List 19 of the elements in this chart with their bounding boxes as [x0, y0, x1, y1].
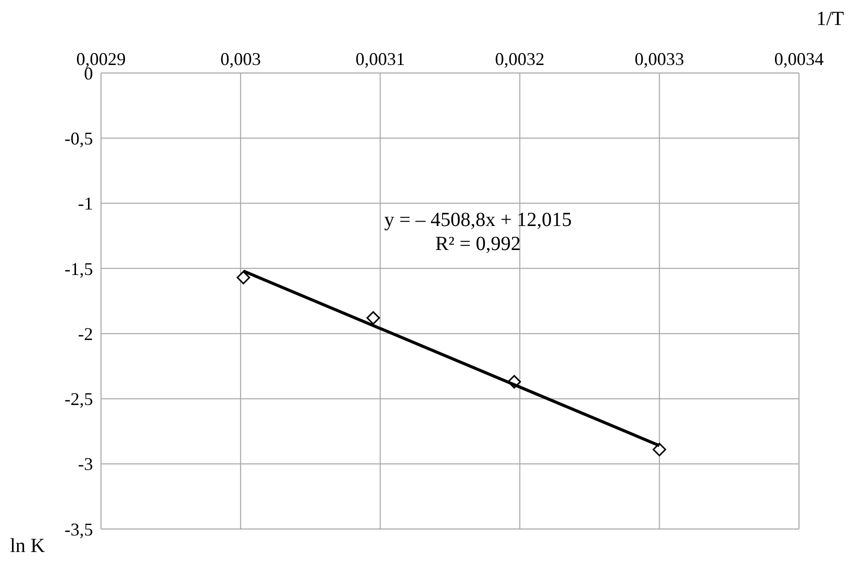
y-tick-label: -2 [78, 324, 93, 344]
x-tick-label: 0,0033 [634, 49, 684, 69]
x-tick-label: 0,003 [220, 49, 261, 69]
y-tick-label: -1 [78, 194, 93, 214]
annotation: y = – 4508,8x + 12,015 [383, 208, 573, 232]
annotation: R² = 0,992 [434, 232, 522, 256]
y-tick-label: -0,5 [64, 128, 93, 149]
y-tick-label: -1,5 [64, 258, 93, 279]
y-axis-title: ln K [10, 535, 45, 558]
x-tick-label: 0,0032 [495, 49, 545, 69]
y-tick-label: -3 [78, 454, 93, 474]
point [652, 442, 666, 456]
x-tick-label: 0,0031 [355, 49, 405, 69]
y-tick-label: -2,5 [64, 389, 93, 410]
x-axis-title: 1/T [816, 8, 844, 31]
point [236, 270, 250, 284]
x-tick-label: 0,0034 [774, 49, 824, 69]
point [366, 311, 380, 325]
y-tick-label: -3,5 [64, 519, 93, 540]
